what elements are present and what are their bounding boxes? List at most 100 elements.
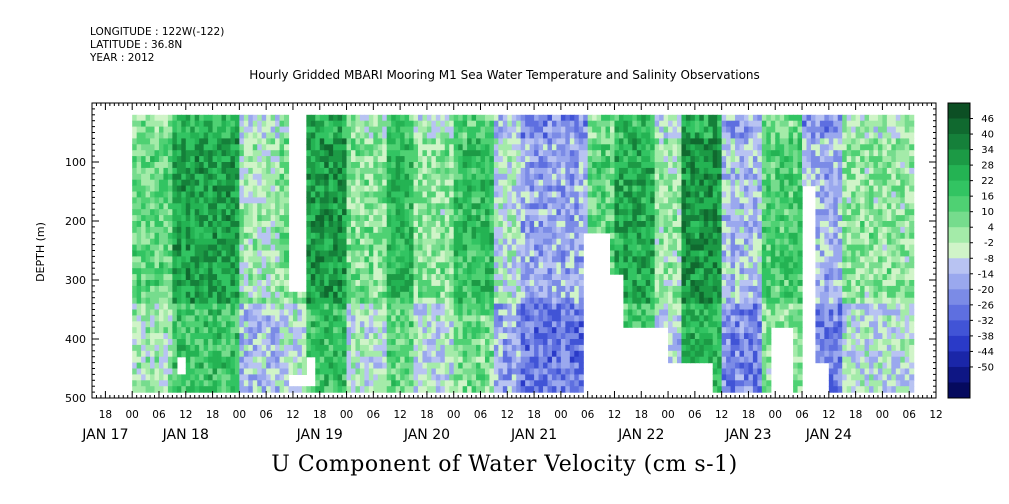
- heatmap-cell: [275, 339, 281, 346]
- heatmap-cell: [569, 144, 575, 151]
- heatmap-cell: [377, 203, 383, 210]
- heatmap-cell: [176, 191, 182, 198]
- heatmap-cell: [400, 120, 406, 128]
- heatmap-cell: [203, 291, 209, 299]
- heatmap-cell: [547, 191, 553, 198]
- heatmap-cell: [221, 179, 227, 187]
- heatmap-cell: [507, 368, 513, 375]
- heatmap-cell: [368, 203, 374, 210]
- heatmap-cell: [556, 339, 562, 346]
- heatmap-cell: [225, 280, 232, 287]
- heatmap-cell: [534, 185, 540, 193]
- heatmap-cell: [266, 120, 272, 128]
- heatmap-cell: [529, 350, 535, 358]
- heatmap-cell: [462, 344, 468, 352]
- heatmap-cell: [484, 297, 491, 305]
- heatmap-cell: [234, 167, 240, 175]
- heatmap-cell: [449, 386, 455, 393]
- heatmap-cell: [342, 303, 348, 311]
- heatmap-cell: [618, 156, 625, 163]
- heatmap-cell: [520, 297, 526, 305]
- heatmap-cell: [462, 144, 468, 151]
- heatmap-cell: [556, 280, 562, 287]
- heatmap-cell: [212, 173, 218, 181]
- heatmap-cell: [199, 333, 205, 340]
- heatmap-cell: [203, 203, 209, 210]
- heatmap-cell: [163, 368, 169, 375]
- heatmap-cell: [583, 114, 589, 122]
- heatmap-cell: [560, 374, 566, 381]
- heatmap-cell: [645, 132, 651, 139]
- heatmap-cell: [252, 150, 258, 157]
- heatmap-cell: [525, 321, 531, 328]
- heatmap-cell: [351, 339, 357, 346]
- heatmap-cell: [534, 350, 540, 358]
- heatmap-cell: [458, 132, 464, 139]
- heatmap-cell: [489, 274, 495, 281]
- heatmap-cell: [618, 173, 625, 181]
- heatmap-cell: [292, 333, 299, 340]
- heatmap-cell: [417, 250, 424, 257]
- heatmap-cell: [355, 374, 361, 381]
- heatmap-cell: [248, 120, 254, 128]
- heatmap-cell: [614, 120, 620, 128]
- heatmap-cell: [337, 150, 343, 157]
- heatmap-cell: [266, 256, 272, 263]
- heatmap-cell: [261, 173, 267, 181]
- heatmap-cell: [373, 126, 379, 134]
- heatmap-cell: [324, 297, 330, 305]
- heatmap-cell: [167, 262, 173, 269]
- heatmap-cell: [440, 309, 446, 316]
- heatmap-cell: [306, 179, 312, 187]
- heatmap-cell: [154, 362, 160, 370]
- heatmap-cell: [493, 126, 499, 134]
- heatmap-cell: [185, 280, 191, 287]
- heatmap-cell: [275, 244, 281, 252]
- heatmap-cell: [145, 209, 151, 216]
- heatmap-cell: [476, 344, 482, 352]
- heatmap-cell: [578, 144, 584, 151]
- heatmap-cell: [319, 156, 325, 163]
- heatmap-cell: [556, 203, 562, 210]
- heatmap-cell: [284, 197, 290, 204]
- heatmap-cell: [328, 185, 334, 193]
- heatmap-cell: [275, 144, 281, 151]
- heatmap-cell: [239, 209, 245, 216]
- heatmap-cell: [426, 333, 432, 340]
- heatmap-cell: [351, 280, 357, 287]
- heatmap-cell: [565, 179, 571, 187]
- heatmap-cell: [203, 256, 209, 263]
- heatmap-cell: [444, 374, 450, 381]
- heatmap-cell: [230, 303, 236, 311]
- heatmap-cell: [574, 386, 580, 393]
- heatmap-cell: [158, 173, 165, 181]
- heatmap-cell: [181, 238, 187, 246]
- heatmap-cell: [364, 268, 370, 275]
- heatmap-cell: [225, 262, 232, 269]
- heatmap-cell: [221, 291, 227, 299]
- heatmap-cell: [386, 173, 392, 181]
- heatmap-cell: [328, 297, 334, 305]
- heatmap-cell: [257, 262, 263, 269]
- heatmap-cell: [417, 221, 424, 228]
- heatmap-cell: [150, 274, 156, 281]
- heatmap-cell: [194, 309, 200, 316]
- heatmap-cell: [476, 209, 482, 216]
- heatmap-cell: [426, 244, 432, 252]
- heatmap-cell: [368, 197, 374, 204]
- heatmap-cell: [569, 297, 575, 305]
- heatmap-cell: [351, 386, 357, 393]
- heatmap-cell: [243, 132, 249, 139]
- heatmap-cell: [453, 333, 459, 340]
- heatmap-cell: [190, 262, 196, 269]
- heatmap-cell: [578, 244, 584, 252]
- heatmap-cell: [154, 162, 160, 169]
- heatmap-cell: [243, 262, 249, 269]
- heatmap-cell: [346, 368, 352, 375]
- heatmap-cell: [266, 185, 272, 193]
- heatmap-cell: [560, 356, 566, 364]
- heatmap-cell: [136, 368, 142, 375]
- heatmap-cell: [373, 144, 379, 151]
- heatmap-cell: [208, 209, 214, 216]
- heatmap-cell: [471, 120, 477, 128]
